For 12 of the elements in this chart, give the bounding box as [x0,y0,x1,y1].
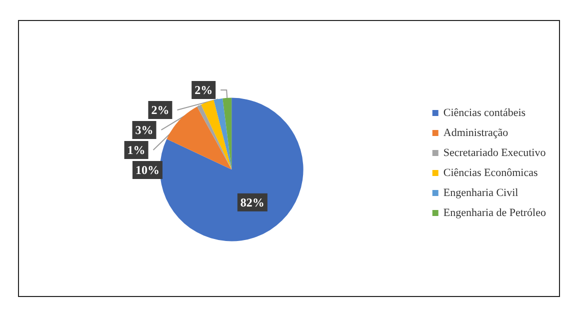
data-label: 82% [240,195,264,210]
data-label: 10% [135,162,160,177]
data-label: 3% [135,122,154,137]
legend-label: Ciências contábeis [443,107,526,119]
data-label: 2% [194,82,213,97]
data-label: 1% [127,142,146,157]
data-label: 2% [151,102,170,117]
legend-label: Administração [443,127,509,139]
legend-label: Engenharia de Petróleo [443,207,546,219]
legend-label: Ciências Econômicas [443,167,538,179]
legend-label: Engenharia Civil [443,187,518,199]
legend-label: Secretariado Executivo [443,147,546,159]
